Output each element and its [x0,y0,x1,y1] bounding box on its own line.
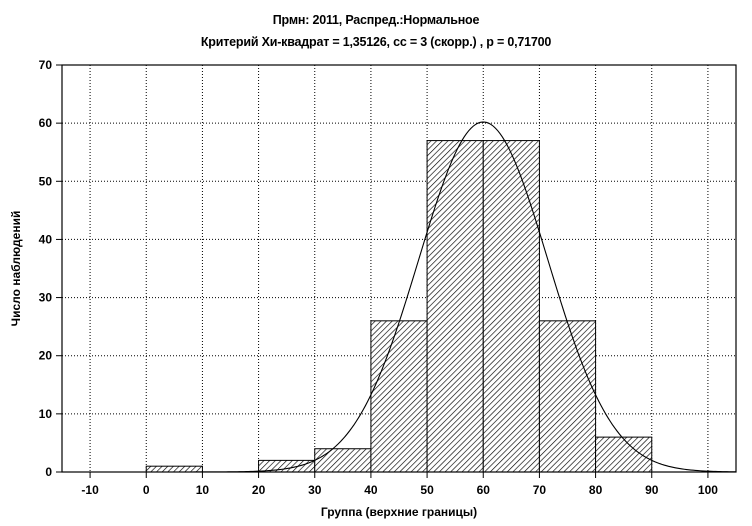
x-tick-label: 40 [364,483,378,497]
x-tick-label: 10 [196,483,210,497]
y-tick-label: 30 [39,291,53,305]
histogram-bar [314,448,372,473]
histogram-bar [538,320,597,473]
x-tick-label: 0 [143,483,150,497]
y-tick-label: 60 [39,116,53,130]
y-tick-label: 20 [39,349,53,363]
chart-title: Прмн: 2011, Распред.:Нормальное [272,13,480,27]
y-tick-label: 10 [39,407,53,421]
histogram-bar [145,465,203,473]
y-tick-label: 40 [39,232,53,246]
x-tick-label: 80 [589,483,603,497]
histogram-bar [370,320,428,473]
x-tick-label: 20 [252,483,266,497]
x-tick-label: 30 [308,483,322,497]
x-axis-label: Группа (верхние границы) [321,505,477,519]
x-tick-label: 60 [477,483,491,497]
y-tick-label: 0 [45,465,52,479]
x-tick-label: 70 [533,483,547,497]
chart-subtitle: Критерий Хи-квадрат = 1,35126, сс = 3 (с… [200,35,552,49]
x-tick-label: 100 [698,483,718,497]
histogram-bar [426,140,484,473]
histogram-bar [595,436,653,473]
x-tick-label: 50 [420,483,434,497]
x-tick-label: 90 [645,483,659,497]
y-tick-label: 70 [39,58,53,72]
histogram-bar [482,140,540,473]
plot-frame [61,64,737,473]
x-tick-label: -10 [81,483,99,497]
y-axis-label: Число наблюдений [9,211,23,327]
y-tick-label: 50 [39,174,53,188]
